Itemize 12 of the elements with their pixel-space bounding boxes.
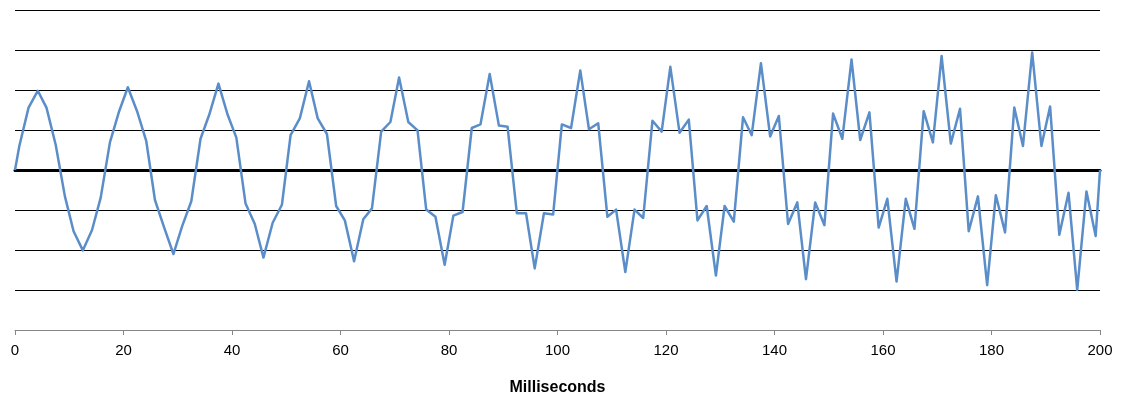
x-tick-label: 180 <box>978 341 1005 358</box>
x-tick-label: 120 <box>653 341 679 358</box>
x-tick-label: 80 <box>440 341 458 358</box>
x-tick-label: 200 <box>1087 341 1113 358</box>
x-tick-label: 60 <box>332 341 349 358</box>
x-axis-title: Milliseconds <box>509 377 606 395</box>
x-tick-label: 140 <box>761 341 788 358</box>
x-tick-label: 0 <box>10 341 20 358</box>
x-tick-label: 40 <box>223 341 241 358</box>
x-tick-label: 20 <box>115 341 132 358</box>
x-tick-label: 100 <box>544 341 571 358</box>
x-tick-label: 160 <box>870 341 896 358</box>
